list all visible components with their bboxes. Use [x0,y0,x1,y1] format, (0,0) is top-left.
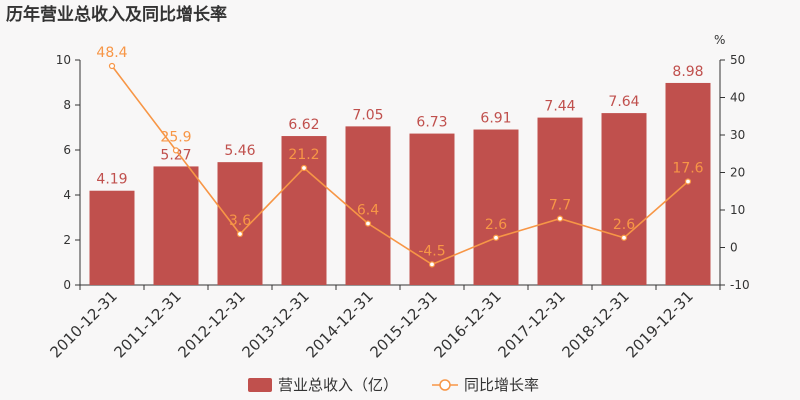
x-axis-tick-label: 2013-12-31 [238,287,312,361]
line-point [364,220,372,227]
x-axis-tick-label: 2018-12-31 [558,287,632,361]
right-axis-tick-label: -10 [730,278,750,292]
bars-group: 4.195.27 5.466.627.05 6.73 6.917.44 7.648.98 [89,64,711,285]
legend-swatch-bar [248,378,272,392]
line-point [172,147,180,154]
line-value-label: 21.2 [288,147,319,163]
bar-value-label: 6.73 [416,115,447,131]
bar-value-label: 7.44 [544,99,575,115]
line-value-label: 17.6 [672,161,703,177]
legend-label-bar: 营业总收入（亿） [278,376,398,394]
bar [409,133,455,285]
x-axis-tick-label: 2017-12-31 [494,287,568,361]
line-value-label: 25.9 [160,129,191,145]
x-axis-tick-label: 2012-12-31 [174,287,248,361]
right-axis-unit: % [714,33,725,47]
left-axis-tick-label: 2 [63,233,71,247]
x-axis-tick-label: 2014-12-31 [302,287,376,361]
line-value-label: 3.6 [229,213,251,229]
right-axis-tick-label: 50 [730,53,745,67]
line-point [236,230,244,238]
left-axis-tick-label: 8 [63,98,71,112]
bar-value-label: 4.19 [96,172,127,188]
left-axis-tick-label: 6 [63,143,71,157]
bar [345,126,391,285]
line-point [428,261,436,268]
x-axis-tick-label: 2019-12-31 [622,287,696,361]
legend-swatch-marker [439,379,451,391]
x-axis-tick-label: 2010-12-31 [46,287,120,361]
line-group: 48.4 25.9 3.6 21.2 6.4 -4.5 2.6 7.7 2.6 17.6 [96,45,704,268]
line-value-label: 2.6 [613,217,635,233]
right-axis-tick-label: 30 [730,128,745,142]
bar [281,136,327,285]
line-value-label: -4.5 [418,243,445,259]
bar [601,113,647,285]
bar-value-label: 6.62 [288,117,319,133]
line-point [300,164,308,172]
right-axis-tick-label: 20 [730,166,745,180]
right-axis-tick-label: 0 [730,241,738,255]
bar [89,190,135,285]
x-axis-tick-label: 2016-12-31 [430,287,504,361]
growth-line [111,65,689,266]
left-axis-tick-label: 4 [63,188,71,202]
line-point [492,234,500,241]
legend: 营业总收入（亿） 同比增长率 [248,376,539,394]
line-point [108,62,116,70]
chart-title: 历年营业总收入及同比增长率 [6,4,227,25]
line-value-label: 2.6 [485,217,507,233]
bar-value-label: 6.91 [480,111,511,127]
line-value-label: 7.7 [549,198,571,214]
bar [217,162,263,285]
left-axis-tick-label: 10 [56,53,71,67]
bar [537,117,583,285]
line-point [556,215,564,222]
bar-value-label: 7.05 [352,107,383,123]
line-value-label: 48.4 [96,45,127,61]
bar [153,166,199,285]
line-point [684,178,692,185]
line-value-label: 6.4 [357,203,379,219]
line-point [620,234,628,241]
bar-value-label: 8.98 [672,64,703,80]
legend-label-line: 同比增长率 [464,376,539,394]
right-axis-tick-label: 40 [730,91,745,105]
left-axis-tick-label: 0 [63,278,71,292]
bar-value-label: 5.46 [224,143,255,159]
x-axis-tick-label: 2011-12-31 [110,287,184,361]
bar-value-label: 7.64 [608,94,639,110]
right-axis-tick-label: 10 [730,203,745,217]
bar [473,129,519,285]
x-axis-tick-label: 2015-12-31 [366,287,440,361]
